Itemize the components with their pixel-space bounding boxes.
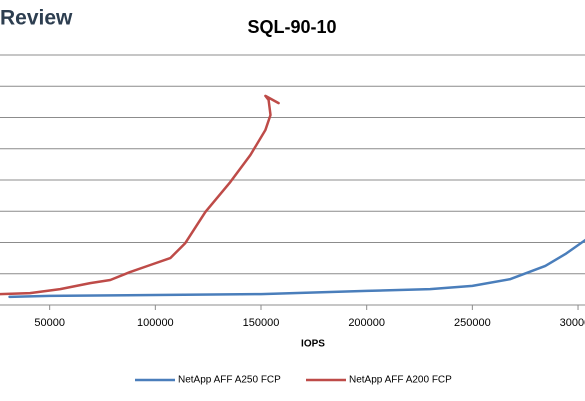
x-tick-label: 200000 [348,317,385,329]
logo-text: Review [0,7,73,30]
chart-title: SQL-90-10 [247,17,336,37]
x-tick-label: 300000 [560,317,585,329]
x-tick-label: 150000 [243,317,280,329]
x-tick-label: 250000 [454,317,491,329]
legend-label: NetApp AFF A200 FCP [349,375,452,386]
x-tick-label: 50000 [34,317,65,329]
legend-label: NetApp AFF A250 FCP [178,375,281,386]
x-tick-label: 100000 [137,317,174,329]
x-axis-label: IOPS [301,339,325,350]
series-line [8,238,585,299]
series-line [0,94,280,296]
